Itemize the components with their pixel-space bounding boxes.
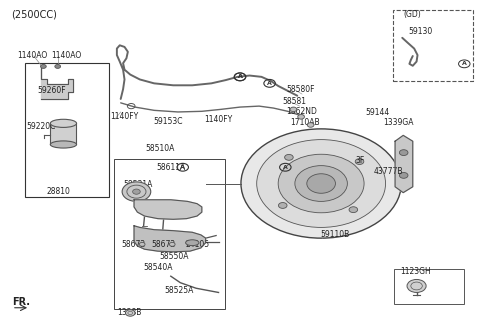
Ellipse shape [50, 141, 76, 148]
Text: 59144: 59144 [365, 108, 389, 117]
Text: 1140FY: 1140FY [204, 114, 232, 124]
Text: FR.: FR. [12, 297, 30, 307]
Text: 58580F: 58580F [287, 85, 315, 94]
Bar [50, 123, 76, 145]
Circle shape [55, 65, 60, 68]
Text: A: A [462, 61, 467, 66]
Text: 58672: 58672 [121, 240, 146, 249]
Circle shape [132, 189, 140, 194]
Bar [393, 10, 473, 81]
Text: 1140FY: 1140FY [110, 113, 138, 121]
Circle shape [278, 202, 287, 208]
Text: 58525A: 58525A [165, 286, 194, 295]
Circle shape [257, 140, 385, 227]
Text: 58540A: 58540A [144, 263, 173, 272]
Text: 3F: 3F [356, 156, 365, 165]
Text: (2500CC): (2500CC) [11, 10, 57, 20]
Text: 58611A: 58611A [156, 163, 186, 173]
Bar [25, 63, 109, 196]
Bar [115, 159, 225, 309]
Circle shape [399, 173, 408, 178]
Text: 1362ND: 1362ND [286, 108, 317, 116]
Text: 59220C: 59220C [26, 122, 56, 131]
Circle shape [139, 242, 145, 246]
Circle shape [295, 166, 348, 201]
Text: 59260F: 59260F [37, 86, 66, 95]
Text: 59130: 59130 [408, 27, 432, 36]
Text: 58581: 58581 [282, 97, 306, 106]
Polygon shape [41, 68, 73, 99]
Text: 58531A: 58531A [123, 180, 153, 189]
Text: 1140AO: 1140AO [51, 51, 82, 60]
Text: 24105: 24105 [185, 240, 209, 249]
Text: A: A [238, 74, 242, 79]
Text: 58510A: 58510A [145, 144, 175, 153]
Text: A: A [180, 165, 185, 170]
Text: 43777B: 43777B [373, 167, 403, 176]
Text: 28810: 28810 [47, 187, 71, 196]
Text: A: A [238, 74, 242, 79]
Polygon shape [134, 226, 205, 252]
Circle shape [125, 310, 135, 316]
Circle shape [298, 114, 304, 119]
Text: 59153C: 59153C [153, 117, 183, 126]
Circle shape [307, 174, 336, 193]
Ellipse shape [186, 240, 199, 246]
Circle shape [349, 207, 358, 213]
Polygon shape [395, 135, 413, 193]
Circle shape [122, 182, 151, 201]
Circle shape [355, 159, 364, 164]
Circle shape [399, 150, 408, 155]
Circle shape [407, 279, 426, 293]
Text: 1339GA: 1339GA [383, 118, 414, 127]
Bar [394, 269, 464, 304]
Circle shape [307, 123, 314, 127]
Text: 1710AB: 1710AB [290, 118, 320, 127]
Circle shape [290, 107, 297, 112]
Text: 58550A: 58550A [159, 252, 188, 261]
Text: A: A [283, 165, 288, 170]
Text: (GD): (GD) [403, 10, 421, 19]
Circle shape [241, 129, 401, 238]
Circle shape [40, 65, 46, 68]
Circle shape [278, 154, 364, 213]
Text: A: A [267, 81, 272, 86]
Polygon shape [134, 200, 202, 219]
Text: 1338B: 1338B [117, 308, 141, 318]
Text: 58672: 58672 [152, 240, 176, 249]
Text: 1140AO: 1140AO [17, 51, 48, 60]
Text: 59110B: 59110B [320, 230, 349, 239]
Circle shape [285, 154, 293, 160]
Ellipse shape [50, 119, 76, 127]
Circle shape [169, 242, 175, 246]
Text: 1123GH: 1123GH [400, 267, 431, 277]
